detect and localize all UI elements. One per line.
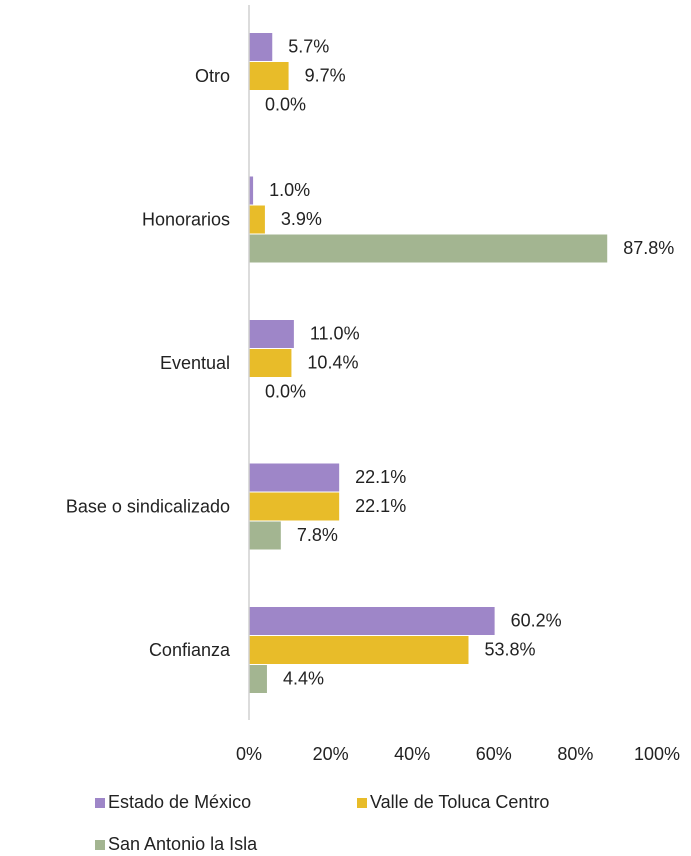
data-label: 10.4% <box>307 352 358 372</box>
y-tick-label: Honorarios <box>142 209 230 229</box>
bar <box>249 492 340 521</box>
bar <box>249 521 281 550</box>
y-tick-label: Otro <box>195 66 230 86</box>
x-tick-label: 0% <box>236 744 262 764</box>
x-tick-label: 100% <box>634 744 680 764</box>
bar <box>249 176 254 205</box>
data-label: 53.8% <box>485 639 536 659</box>
y-tick-label: Eventual <box>160 353 230 373</box>
bar <box>249 62 289 90</box>
x-tick-label: 20% <box>313 744 349 764</box>
legend-label: San Antonio la Isla <box>108 834 258 854</box>
y-tick-label: Confianza <box>149 640 231 660</box>
legend-label: Valle de Toluca Centro <box>370 792 549 812</box>
y-tick-label: Base o sindicalizado <box>66 496 230 516</box>
data-label: 60.2% <box>511 610 562 630</box>
legend-swatch <box>95 840 105 850</box>
data-label: 5.7% <box>288 36 329 56</box>
bar <box>249 320 294 348</box>
bar <box>249 463 340 492</box>
x-tick-label: 80% <box>557 744 593 764</box>
data-label: 87.8% <box>623 238 674 258</box>
data-label: 0.0% <box>265 381 306 401</box>
data-label: 4.4% <box>283 668 324 688</box>
bar <box>249 349 292 377</box>
data-label: 9.7% <box>305 65 346 85</box>
x-tick-label: 40% <box>394 744 430 764</box>
data-label: 3.9% <box>281 209 322 229</box>
bar <box>249 234 608 263</box>
x-tick-label: 60% <box>476 744 512 764</box>
data-label: 7.8% <box>297 525 338 545</box>
bar <box>249 205 265 234</box>
data-label: 22.1% <box>355 467 406 487</box>
legend-swatch <box>357 798 367 808</box>
bar <box>249 665 267 693</box>
bar <box>249 636 469 664</box>
legend-label: Estado de México <box>108 792 251 812</box>
data-label: 11.0% <box>310 323 360 343</box>
bar <box>249 607 495 635</box>
bar <box>249 33 273 61</box>
data-label: 1.0% <box>269 180 310 200</box>
legend-swatch <box>95 798 105 808</box>
data-label: 0.0% <box>265 94 306 114</box>
data-label: 22.1% <box>355 496 406 516</box>
